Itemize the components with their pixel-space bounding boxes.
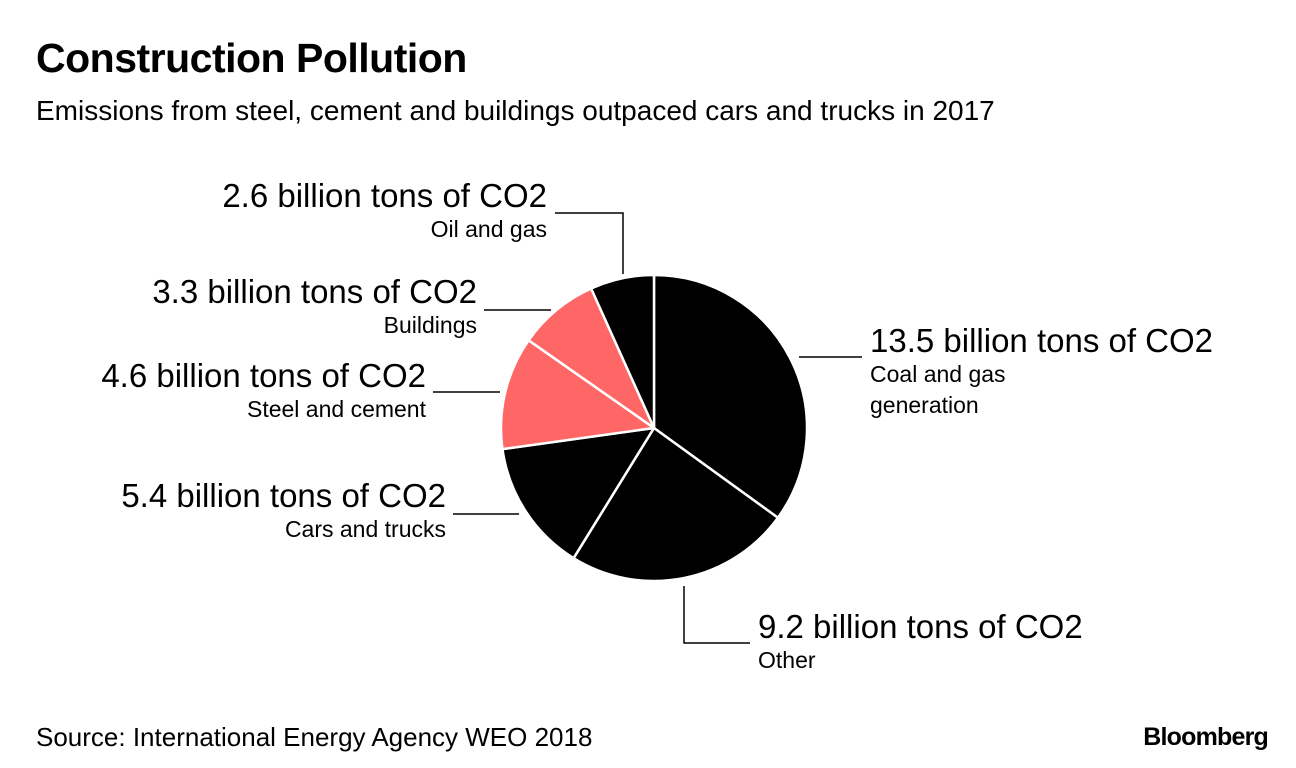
category-label-other: Other <box>758 647 816 673</box>
value-label-coal: 13.5 billion tons of CO2 <box>870 322 1213 359</box>
pie-slice-cars <box>501 426 656 560</box>
category-label-buildings: Buildings <box>384 312 477 338</box>
pie-slice-oil <box>589 273 656 430</box>
value-label-oil: 2.6 billion tons of CO2 <box>222 177 547 214</box>
pie-slices <box>499 273 809 583</box>
pie-slice-coal <box>652 273 809 519</box>
leader-line-oil <box>555 212 624 274</box>
leader-lines <box>433 212 862 644</box>
category-label-coal-line1: Coal and gas <box>870 361 1006 387</box>
value-label-steel: 4.6 billion tons of CO2 <box>101 357 426 394</box>
leader-line-other <box>683 586 750 644</box>
category-label-steel: Steel and cement <box>247 396 427 422</box>
value-label-cars: 5.4 billion tons of CO2 <box>121 477 446 514</box>
value-label-other: 9.2 billion tons of CO2 <box>758 608 1083 645</box>
source-note: Source: International Energy Agency WEO … <box>36 722 593 752</box>
pie-slice-steel <box>499 339 656 451</box>
category-label-cars: Cars and trucks <box>285 516 446 542</box>
chart-title: Construction Pollution <box>36 35 467 81</box>
value-label-buildings: 3.3 billion tons of CO2 <box>152 273 477 310</box>
bloomberg-logo: Bloomberg <box>1143 723 1269 751</box>
chart-subtitle: Emissions from steel, cement and buildin… <box>36 95 995 126</box>
category-label-oil: Oil and gas <box>431 216 547 242</box>
pie-slice-other <box>572 426 780 583</box>
category-label-coal-line2: generation <box>870 392 979 418</box>
